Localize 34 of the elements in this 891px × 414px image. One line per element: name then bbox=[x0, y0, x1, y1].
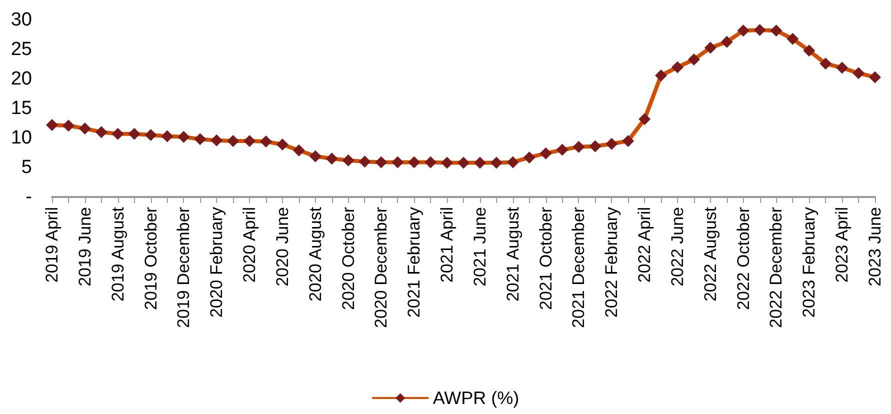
y-tick-label: 15 bbox=[10, 98, 32, 119]
x-tick-label: 2022 December bbox=[766, 206, 786, 328]
x-tick-label: 2019 December bbox=[174, 206, 194, 328]
y-tick-label: 20 bbox=[10, 68, 32, 90]
x-tick-label: 2019 October bbox=[141, 206, 160, 310]
x-tick-label: 2021 October bbox=[536, 206, 556, 310]
y-tick-label: - bbox=[26, 186, 32, 208]
y-tick-label: 30 bbox=[10, 10, 32, 30]
x-tick-label: 2021 December bbox=[569, 206, 588, 328]
x-tick-label: 2020 December bbox=[372, 206, 391, 328]
x-tick-label: 2019 August bbox=[108, 206, 128, 302]
y-tick-label: 25 bbox=[10, 39, 32, 60]
x-tick-label: 2020 June bbox=[272, 207, 292, 286]
legend-label: AWPR (%) bbox=[432, 388, 520, 408]
y-tick-label: 5 bbox=[21, 157, 32, 178]
x-tick-label: 2022 April bbox=[635, 207, 654, 283]
x-tick-label: 2021 August bbox=[503, 206, 522, 302]
x-tick-label: 2019 June bbox=[75, 207, 94, 286]
x-tick-label: 2021 April bbox=[438, 207, 457, 283]
x-tick-label: 2022 June bbox=[668, 207, 687, 286]
x-tick-label: 2020 August bbox=[306, 206, 325, 302]
x-tick-label: 2023 April bbox=[832, 207, 852, 283]
x-tick-label: 2023 February bbox=[800, 206, 819, 318]
x-tick-label: 2021 February bbox=[404, 206, 424, 318]
x-tick-label: 2023 June bbox=[866, 207, 884, 286]
x-tick-label: 2020 February bbox=[207, 206, 226, 318]
x-tick-label: 2019 April bbox=[42, 207, 62, 283]
y-tick-label: 10 bbox=[10, 128, 32, 148]
x-tick-label: 2022 October bbox=[734, 206, 753, 310]
x-tick-label: 2020 April bbox=[240, 207, 260, 283]
x-tick-label: 2022 August bbox=[700, 206, 720, 302]
x-tick-label: 2021 June bbox=[470, 207, 490, 286]
x-tick-label: 2022 February bbox=[602, 206, 622, 318]
x-tick-label: 2020 October bbox=[338, 206, 358, 310]
